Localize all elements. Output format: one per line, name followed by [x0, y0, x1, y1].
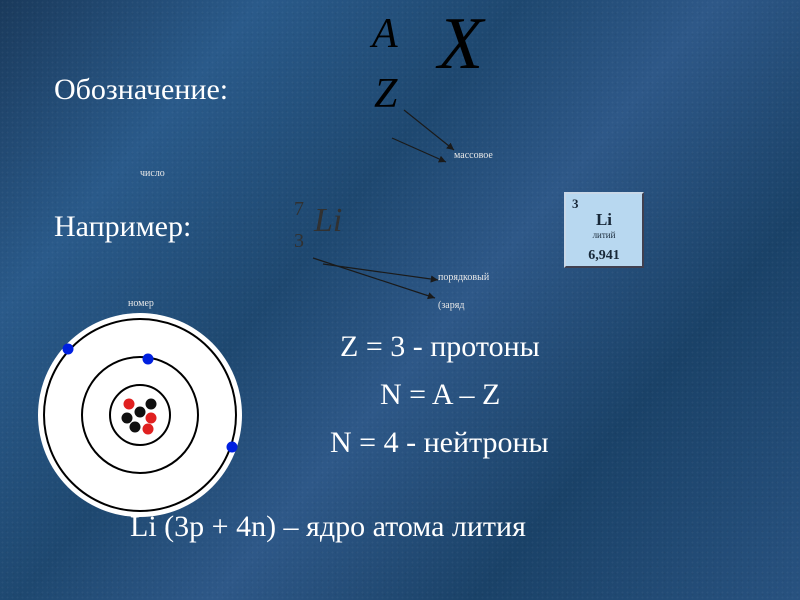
element-mass: 6,941 [566, 248, 642, 264]
formula-protons: Z = 3 - протоны [340, 330, 540, 364]
element-box-inner: 3 Li литий 6,941 [566, 194, 642, 266]
element-symbol: Li [566, 210, 642, 230]
formula-neutrons: N = 4 - нейтроны [330, 426, 549, 460]
formula-neutron-calc: N = A – Z [380, 378, 500, 412]
element-name: литий [566, 230, 642, 240]
atom-diagram [0, 0, 300, 600]
element-box: 3 Li литий 6,941 [564, 192, 644, 268]
